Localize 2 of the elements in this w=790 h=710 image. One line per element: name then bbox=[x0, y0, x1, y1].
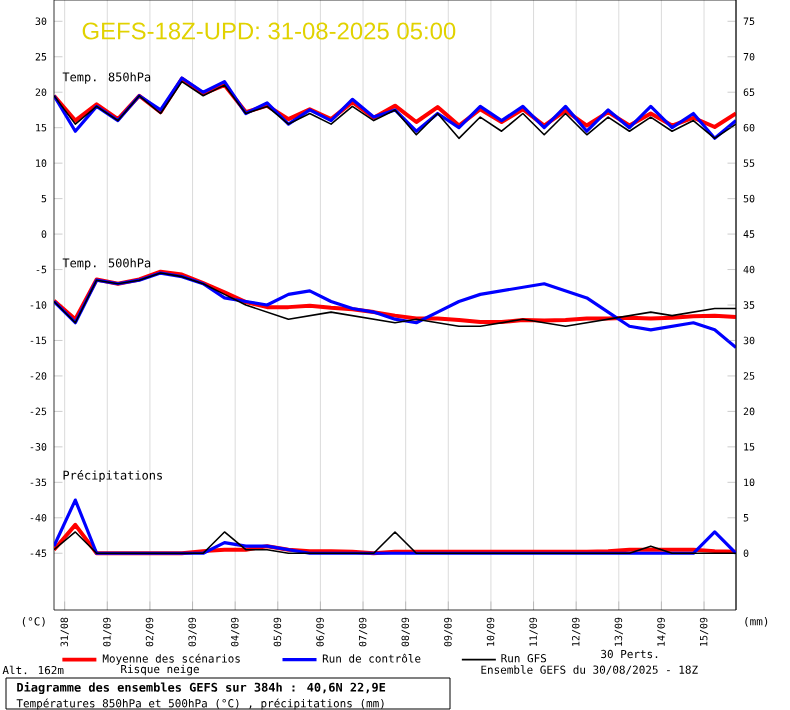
text: GEFS-18Z-UPD: 31-08-2025 05:00 bbox=[82, 22, 456, 40]
line-series bbox=[54, 76, 737, 129]
